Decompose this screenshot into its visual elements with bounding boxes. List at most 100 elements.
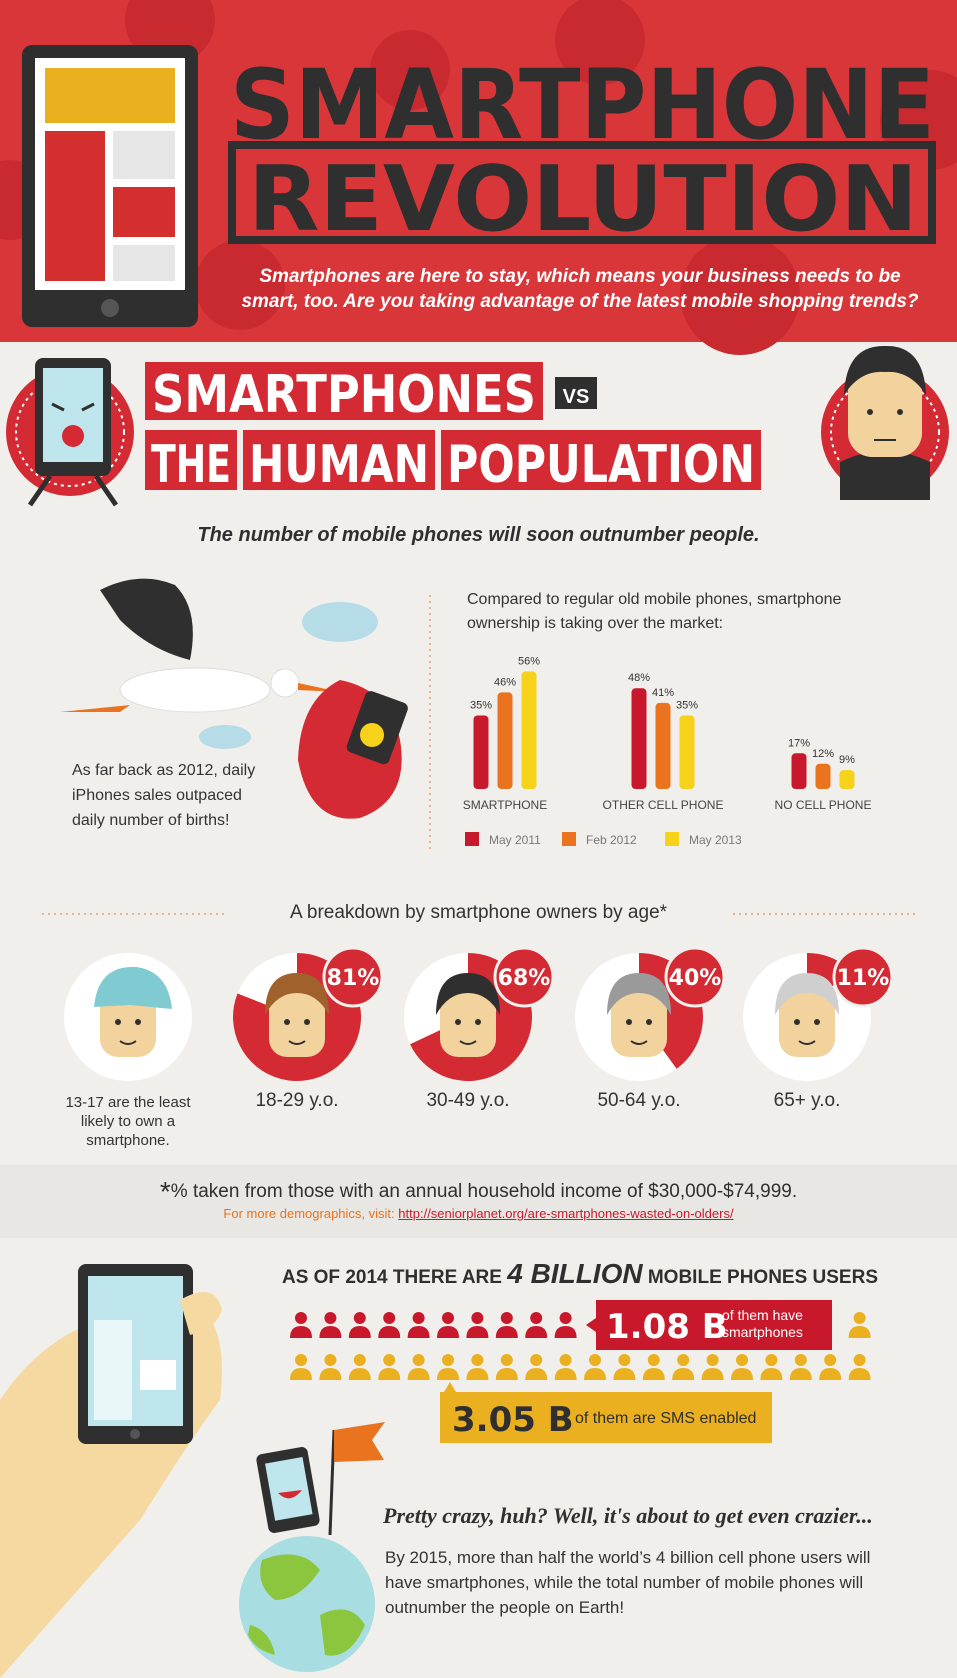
- smartphones-box: [596, 1300, 832, 1350]
- subtitle: Smartphones are here to stay, which mean…: [241, 266, 919, 312]
- heading-post: MOBILE PHONES USERS: [647, 1267, 879, 1288]
- title-box: [228, 141, 936, 244]
- smartphones-box-pointer: [586, 1318, 596, 1332]
- face: [611, 987, 667, 1057]
- person-body: [584, 1368, 606, 1380]
- person-body: [848, 1368, 871, 1380]
- legend-swatch: [465, 832, 479, 846]
- header-background-part: [195, 240, 285, 330]
- person-head: [647, 1354, 660, 1366]
- phone-character-part: [27, 474, 119, 507]
- versus-word: THE: [151, 435, 231, 495]
- man-character-part: [867, 409, 873, 415]
- tablet-illustration-part: [101, 299, 119, 317]
- footnote-text: % taken from those with an annual househ…: [170, 1181, 798, 1202]
- person-body: [642, 1368, 665, 1380]
- link[interactable]: http://seniorplanet.org/are-smartphones-…: [398, 1206, 734, 1221]
- person-body: [731, 1368, 753, 1380]
- globe-illustration-part: [278, 1490, 302, 1499]
- person-head: [765, 1354, 778, 1366]
- person-head: [295, 1354, 307, 1366]
- person-head: [618, 1354, 631, 1366]
- stork-illustration-part: [100, 578, 193, 660]
- tablet-illustration-part: [113, 131, 175, 179]
- value-label: 12%: [812, 748, 834, 760]
- births-note: As far back as 2012, daily iPhones sales…: [72, 762, 256, 829]
- age-label: 18-29 y.o.: [255, 1090, 339, 1111]
- people-pictogram: [290, 1312, 871, 1380]
- phone-character-part: [81, 402, 95, 412]
- stork-illustration-part: [60, 705, 130, 712]
- mouth: [288, 1040, 306, 1045]
- person-head: [706, 1354, 719, 1366]
- person-head: [383, 1354, 396, 1366]
- eye: [304, 1019, 310, 1025]
- mouth: [798, 1040, 816, 1045]
- person-head: [559, 1312, 572, 1324]
- age-label: 50-64 y.o.: [597, 1090, 681, 1111]
- person-body: [672, 1368, 695, 1380]
- bar: [473, 715, 489, 789]
- vs-box: [555, 377, 597, 409]
- person-head: [530, 1312, 543, 1324]
- person-body: [701, 1368, 724, 1380]
- person-body: [290, 1368, 312, 1380]
- person-body: [437, 1326, 459, 1338]
- person-head: [500, 1312, 513, 1324]
- x-tick-label: OTHER CELL PHONE: [603, 798, 724, 812]
- legend-swatch: [562, 832, 576, 846]
- age-label: 65+ y.o.: [773, 1090, 841, 1111]
- eye: [626, 1019, 632, 1025]
- person-body: [348, 1326, 371, 1338]
- legend-label: May 2013: [689, 833, 742, 847]
- versus-line1: SMARTPHONES: [152, 365, 536, 425]
- person-body: [319, 1326, 342, 1338]
- hand-illustration-part: [94, 1320, 132, 1420]
- sms-value: 3.05 B: [452, 1400, 574, 1440]
- age-label: 30-49 y.o.: [426, 1090, 510, 1111]
- tablet-illustration-part: [113, 187, 175, 237]
- globe-illustration-part: [334, 1422, 385, 1462]
- person-head: [471, 1312, 484, 1324]
- globe-illustration-part: [320, 1609, 365, 1656]
- stork-illustration-part: [199, 725, 251, 749]
- versus-box: [145, 362, 543, 420]
- person-head: [853, 1312, 866, 1324]
- sms-box: [440, 1392, 772, 1443]
- globe-illustration-part: [260, 1554, 320, 1600]
- globe-illustration-part: [265, 1456, 313, 1521]
- person-body: [848, 1326, 871, 1338]
- person-head: [412, 1312, 425, 1324]
- sms-box-pointer: [444, 1382, 456, 1392]
- person-head: [324, 1312, 337, 1324]
- person-head: [324, 1354, 337, 1366]
- person-head: [677, 1354, 690, 1366]
- more-text: For more demographics, visit:: [223, 1206, 395, 1221]
- globe-illustration-part: [328, 1429, 336, 1536]
- mouth: [630, 1040, 648, 1045]
- vs-text: VS: [563, 386, 590, 408]
- badge-label: 40%: [669, 966, 722, 991]
- value-label: 35%: [676, 700, 698, 712]
- smartphones-value: 1.08 B: [606, 1307, 728, 1347]
- tablet-illustration: [22, 45, 198, 327]
- person-head: [353, 1312, 366, 1324]
- bar: [791, 753, 807, 789]
- person-body: [525, 1368, 548, 1380]
- mouth: [459, 1040, 477, 1045]
- eye: [284, 1019, 290, 1025]
- person-body: [789, 1368, 812, 1380]
- eye: [646, 1019, 652, 1025]
- sms-text: of them are SMS enabled: [575, 1410, 756, 1427]
- header-background-part: [370, 30, 450, 110]
- value-label: 41%: [652, 687, 674, 699]
- asterisk: *: [159, 1176, 171, 1207]
- word-box: [145, 430, 237, 490]
- bar: [679, 715, 695, 789]
- person-body: [525, 1326, 548, 1338]
- closing-heading: Pretty crazy, huh? Well, it's about to g…: [383, 1503, 873, 1528]
- person-head: [442, 1354, 454, 1366]
